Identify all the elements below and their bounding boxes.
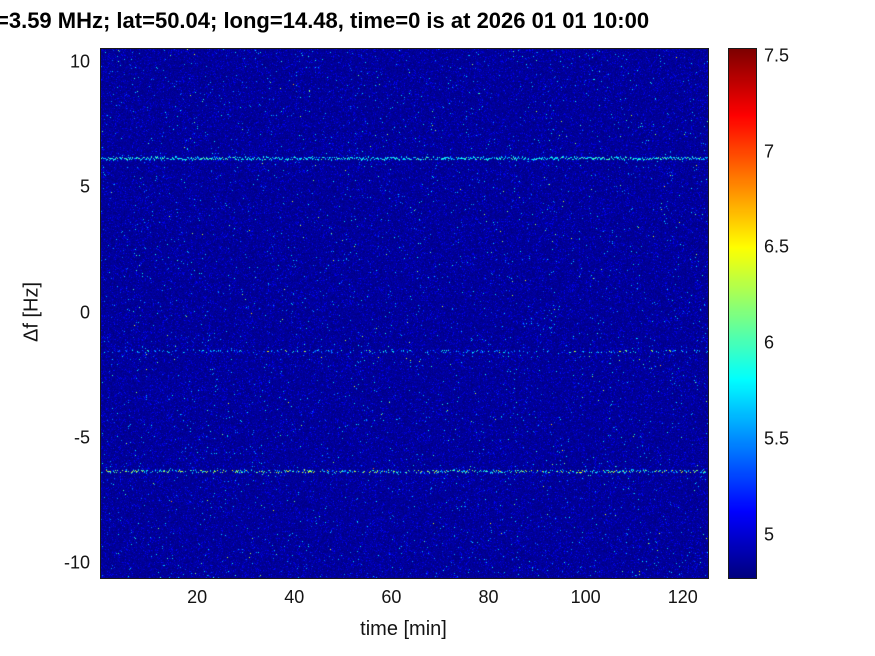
x-tick-label: 20 [187,587,208,607]
x-tick-label: 120 [667,587,698,607]
colorbar-canvas [729,49,756,578]
x-tick-label: 60 [381,587,402,607]
y-tick-label: 0 [79,302,90,322]
colorbar-tick-label: 6.5 [764,236,790,257]
x-axis-label: time [min] [360,618,447,640]
heatmap-canvas [101,49,708,578]
colorbar-tick-label: 7 [764,141,775,161]
colorbar [728,48,757,579]
y-tick-label: 10 [69,51,90,72]
colorbar-tick-label: 7.5 [764,45,790,66]
x-tick-label: 80 [478,587,499,607]
y-tick-label: -5 [73,427,90,448]
plot-area [100,48,709,579]
colorbar-tick-label: 5 [764,524,775,545]
colorbar-tick-label: 5.5 [764,428,790,449]
y-axis-label: Δf [Hz] [20,281,43,343]
figure-title: =3.59 MHz; lat=50.04; long=14.48, time=0… [0,8,650,33]
y-tick-label: 5 [79,176,90,197]
y-tick-label: -10 [63,552,90,573]
x-tick-label: 40 [284,587,305,607]
colorbar-tick-label: 6 [764,332,775,353]
x-tick-label: 100 [570,587,601,607]
